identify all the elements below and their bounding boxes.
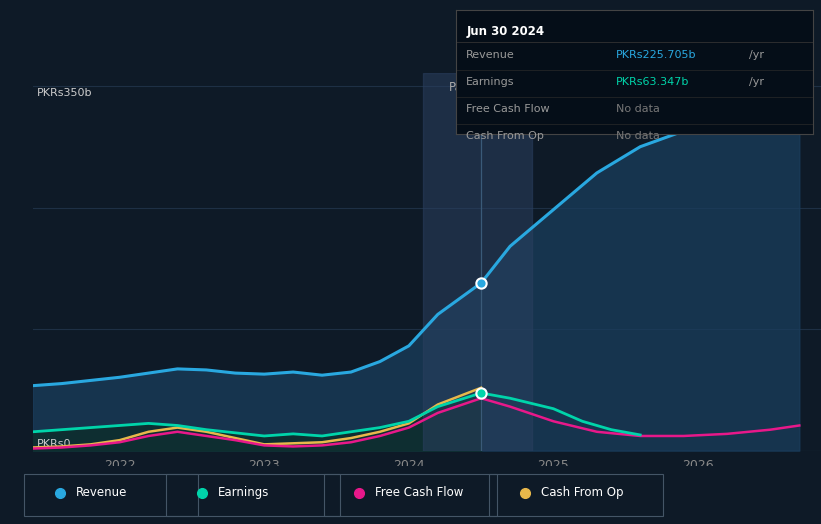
Text: Earnings: Earnings (466, 77, 515, 87)
Text: PKRs225.705b: PKRs225.705b (617, 50, 697, 60)
Text: PKRs0: PKRs0 (37, 439, 71, 449)
Text: PKRs350b: PKRs350b (37, 89, 93, 99)
Text: PKRs63.347b: PKRs63.347b (617, 77, 690, 87)
Text: No data: No data (617, 131, 660, 141)
Point (475, 279, 488, 287)
Text: Revenue: Revenue (466, 50, 515, 60)
Text: No data: No data (617, 104, 660, 114)
Text: Free Cash Flow: Free Cash Flow (466, 104, 550, 114)
Text: Jun 30 2024: Jun 30 2024 (466, 25, 544, 38)
Text: Cash From Op: Cash From Op (466, 131, 544, 141)
Text: /yr: /yr (749, 77, 764, 87)
Text: Revenue: Revenue (76, 486, 127, 499)
Bar (424, 73, 532, 451)
Text: Past: Past (449, 81, 474, 94)
Text: Analysts Forecasts: Analysts Forecasts (488, 81, 599, 94)
Text: Earnings: Earnings (218, 486, 268, 499)
Point (475, 389, 488, 397)
Text: /yr: /yr (749, 50, 764, 60)
Text: Free Cash Flow: Free Cash Flow (375, 486, 463, 499)
Text: Cash From Op: Cash From Op (540, 486, 623, 499)
